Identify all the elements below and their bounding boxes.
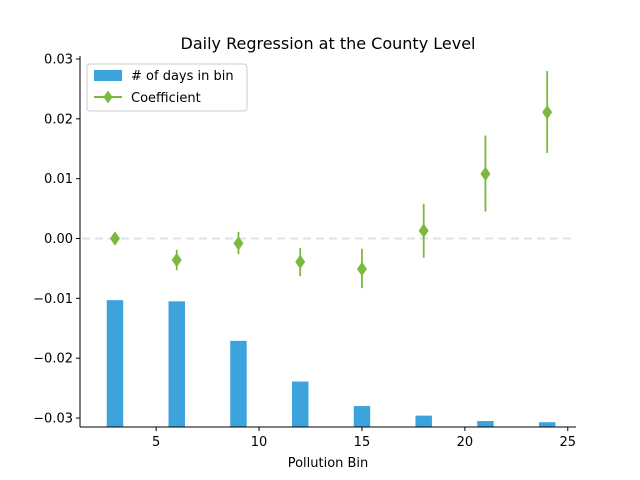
chart-title: Daily Regression at the County Level (181, 34, 476, 53)
y-tick-label-6: −0.03 (33, 412, 73, 427)
coef-point-5 (418, 223, 429, 238)
y-tick-label-0: 0.03 (44, 52, 73, 67)
bars-group (106, 300, 556, 427)
bar-0 (106, 300, 124, 427)
coef-point-4 (356, 261, 367, 277)
bar-7 (538, 422, 556, 427)
legend: # of days in bin Coefficient (86, 63, 248, 112)
bar-3 (291, 381, 309, 427)
coef-point-3 (295, 254, 306, 270)
y-tick-label-2: 0.01 (44, 172, 73, 187)
coef-point-7 (542, 105, 553, 120)
x-tick-label-4: 25 (559, 435, 576, 450)
y-tick-label-5: −0.02 (33, 352, 73, 367)
bar-1 (168, 301, 185, 427)
bar-2 (230, 340, 247, 427)
bar-4 (353, 406, 371, 427)
x-tick-label-2: 15 (354, 435, 371, 450)
x-tick-label-3: 20 (457, 435, 474, 450)
x-tick-label-1: 10 (251, 435, 268, 450)
coef-point-1 (171, 252, 182, 268)
legend-label-coefficient: Coefficient (131, 91, 201, 106)
coef-point-0 (110, 231, 120, 246)
x-axis-label: Pollution Bin (288, 456, 369, 471)
x-ticks-group: 5 10 15 20 25 (152, 427, 576, 450)
legend-bar-swatch (94, 70, 122, 81)
bar-6 (477, 421, 494, 427)
bar-5 (415, 415, 432, 427)
y-tick-label-3: 0.00 (44, 232, 73, 247)
x-tick-label-0: 5 (152, 435, 160, 450)
coef-point-6 (480, 166, 491, 182)
legend-frame (86, 63, 248, 112)
y-tick-label-1: 0.02 (44, 112, 73, 127)
coefficients-group (110, 70, 553, 289)
legend-label-days: # of days in bin (131, 69, 234, 84)
coef-point-2 (233, 236, 244, 251)
y-tick-label-4: −0.01 (33, 292, 73, 307)
legend-coef-marker (103, 90, 113, 104)
y-ticks-group: 0.03 0.02 0.01 0.00 −0.01 −0.02 −0.03 (33, 52, 80, 427)
